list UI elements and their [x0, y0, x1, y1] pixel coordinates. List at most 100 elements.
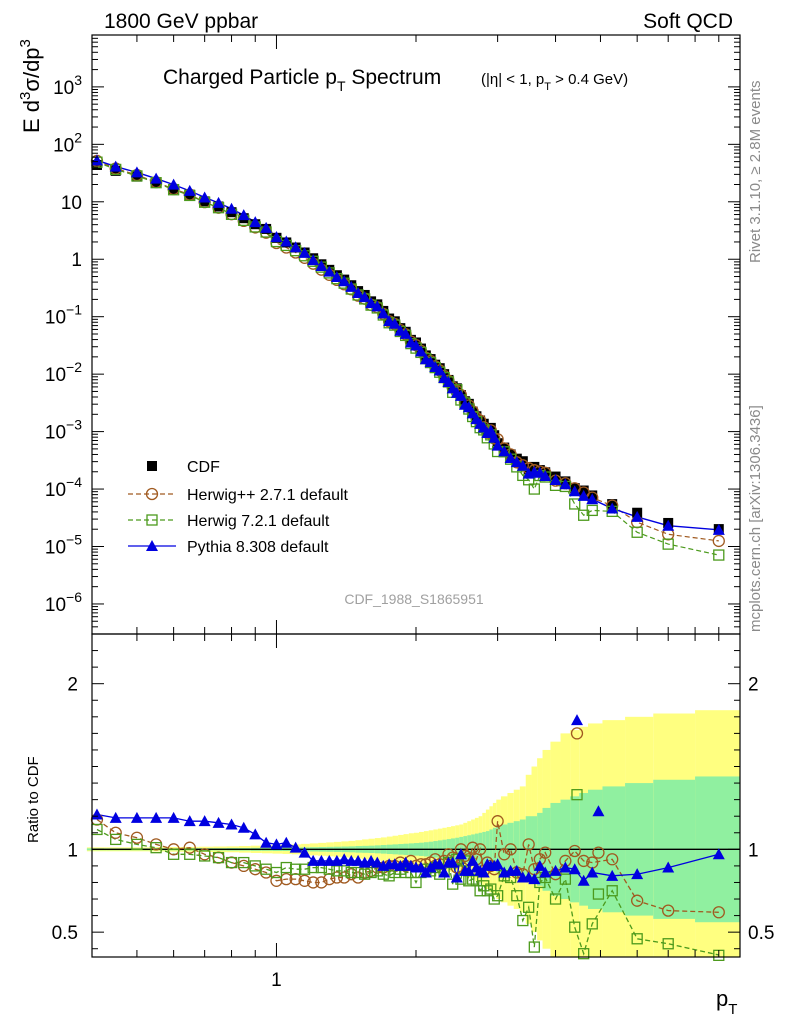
point-pythia-18 — [323, 265, 336, 277]
ratio-point-1-20 — [338, 865, 350, 877]
y-tick-label: 10−6 — [45, 589, 82, 616]
ratio-point-0-16 — [307, 876, 320, 889]
ratio-point-2-41 — [450, 871, 463, 883]
ratio-point-1-21 — [345, 866, 357, 879]
ratio-highlight-4 — [592, 846, 605, 859]
point-pythia-17 — [315, 260, 328, 272]
ratio-point-1-5 — [184, 848, 196, 860]
legend-marker-3 — [146, 540, 158, 551]
point-pythia-55 — [510, 456, 523, 468]
ratio-point-1-66 — [606, 885, 618, 897]
point-pythia-22 — [352, 286, 365, 298]
point-herwig++-69 — [712, 534, 725, 548]
point-pythia-13 — [280, 235, 293, 247]
point-pythia-64 — [577, 489, 590, 501]
ratio-point-1-57 — [523, 901, 535, 913]
point-pythia-15 — [298, 246, 311, 258]
ratio-y-tick-label-right: 1 — [748, 840, 759, 861]
point-pythia-2 — [130, 166, 143, 178]
ratio-point-2-13 — [280, 836, 293, 848]
ratio-point-0-15 — [298, 874, 311, 887]
point-pythia-62 — [559, 478, 572, 490]
point-pythia-37 — [433, 364, 446, 376]
point-pythia-69 — [712, 523, 725, 535]
point-pythia-1 — [109, 160, 122, 172]
ratio-point-0-67 — [631, 894, 644, 907]
point-pythia-51 — [488, 431, 501, 443]
point-herwig-67 — [631, 526, 643, 538]
legend-marker-2 — [146, 514, 158, 526]
ratio-y-tick-label-right: 2 — [748, 675, 759, 696]
ratio-point-2-48 — [477, 866, 490, 878]
ratio-point-2-61 — [549, 864, 562, 876]
ratio-y-tick-label: 1 — [67, 840, 78, 861]
ratio-point-1-8 — [225, 856, 238, 869]
point-pythia-54 — [504, 452, 517, 464]
ratio-point-2-40 — [446, 856, 459, 868]
ratio-point-0-19 — [330, 871, 344, 884]
ratio-point-1-7 — [212, 851, 225, 864]
main-series-markers — [90, 154, 725, 561]
ratio-highlight-5 — [592, 888, 605, 900]
ratio-point-1-61 — [549, 893, 562, 905]
ratio-point-2-11 — [260, 836, 273, 848]
point-pythia-14 — [289, 241, 302, 253]
ratio-point-0-17 — [315, 876, 328, 889]
point-pythia-61 — [549, 473, 562, 485]
ratio-point-2-33 — [414, 861, 427, 873]
ratio-point-0-63 — [568, 844, 581, 858]
ratio-point-1-63 — [569, 921, 581, 933]
ratio-point-2-9 — [237, 821, 250, 833]
ratio-point-1-64 — [578, 948, 590, 960]
ratio-point-2-66 — [606, 869, 619, 881]
point-pythia-0 — [90, 154, 103, 166]
ratio-point-0-54 — [504, 843, 517, 856]
ratio-point-0-13 — [280, 872, 293, 886]
point-pythia-10 — [249, 216, 262, 228]
point-pythia-19 — [330, 270, 343, 282]
legend-label-2: Herwig 7.2.1 default — [187, 513, 330, 530]
ratio-point-2-65 — [586, 866, 599, 878]
point-herwig-69 — [713, 549, 725, 561]
ratio-point-0-68 — [662, 904, 675, 917]
ratio-point-2-22 — [352, 854, 365, 866]
point-pythia-8 — [225, 202, 238, 214]
point-pythia-21 — [345, 280, 358, 292]
ratio-y-tick-label: 2 — [67, 675, 78, 696]
ratio-point-0-64 — [577, 854, 590, 868]
ratio-point-2-69 — [712, 848, 725, 860]
ratio-highlight-3 — [592, 805, 605, 817]
ratio-point-1-62 — [559, 873, 572, 885]
point-pythia-25 — [371, 300, 384, 312]
point-pythia-53 — [498, 445, 511, 457]
ratio-series-markers — [90, 714, 725, 961]
ratio-point-2-2 — [130, 811, 143, 823]
ratio-point-2-38 — [438, 866, 451, 878]
point-herwig-65 — [586, 504, 598, 517]
ratio-point-1-52 — [491, 890, 504, 902]
point-pythia-11 — [260, 221, 273, 233]
point-pythia-65 — [586, 493, 599, 505]
ratio-point-0-12 — [270, 874, 283, 887]
ratio-point-1-6 — [199, 850, 211, 862]
point-pythia-28 — [388, 317, 401, 329]
ratio-point-1-68 — [662, 938, 674, 950]
ratio-point-1-15 — [298, 863, 311, 875]
ratio-point-0-1 — [109, 826, 122, 839]
chart-subtitle: (|η| < 1, pT > 0.4 GeV) — [481, 71, 628, 93]
point-pythia-66 — [606, 502, 619, 514]
ratio-point-0-47 — [473, 843, 487, 856]
point-pythia-12 — [270, 230, 283, 242]
point-herwig-63 — [569, 498, 581, 510]
ratio-point-2-20 — [338, 853, 351, 865]
legend-label-1: Herwig++ 2.7.1 default — [187, 487, 349, 504]
ratio-point-2-6 — [198, 815, 211, 827]
ratio-point-0-5 — [183, 841, 196, 854]
y-tick-label: 103 — [53, 72, 82, 99]
ratio-point-1-23 — [359, 868, 371, 880]
ratio-point-2-52 — [491, 858, 504, 870]
ratio-point-1-65 — [586, 918, 598, 930]
point-pythia-39 — [442, 375, 455, 387]
point-pythia-60 — [539, 469, 552, 481]
x-tick-label: 1 — [271, 970, 282, 991]
